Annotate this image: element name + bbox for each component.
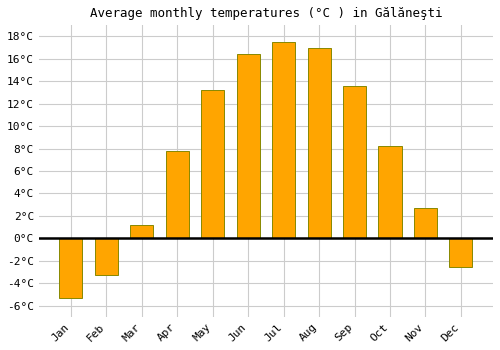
Bar	[414, 208, 437, 238]
Bar	[95, 238, 118, 275]
Bar	[201, 90, 224, 238]
Title: Average monthly temperatures (°C ) in Gălăneşti: Average monthly temperatures (°C ) in Gă…	[90, 7, 442, 20]
Bar	[308, 48, 330, 238]
Bar	[450, 238, 472, 267]
Bar	[343, 86, 366, 238]
Bar	[272, 42, 295, 238]
Bar	[236, 55, 260, 238]
Bar	[60, 238, 82, 298]
Bar	[166, 151, 189, 238]
Bar	[378, 146, 402, 238]
Bar	[130, 225, 154, 238]
